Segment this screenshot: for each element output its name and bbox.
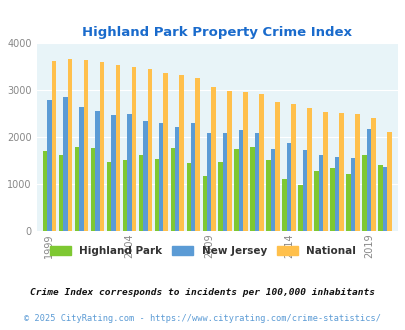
Legend: Highland Park, New Jersey, National: Highland Park, New Jersey, National	[45, 242, 360, 260]
Bar	[99, 62, 104, 231]
Bar	[234, 149, 239, 231]
Bar	[163, 73, 168, 231]
Bar	[243, 92, 247, 231]
Bar	[79, 107, 83, 231]
Text: Crime Index corresponds to incidents per 100,000 inhabitants: Crime Index corresponds to incidents per…	[30, 287, 375, 297]
Bar	[47, 100, 51, 231]
Bar	[154, 159, 159, 231]
Text: © 2025 CityRating.com - https://www.cityrating.com/crime-statistics/: © 2025 CityRating.com - https://www.city…	[24, 314, 381, 323]
Bar	[51, 61, 56, 231]
Bar	[259, 94, 263, 231]
Bar	[307, 108, 311, 231]
Bar	[270, 149, 275, 231]
Bar	[362, 155, 366, 231]
Bar	[127, 115, 131, 231]
Bar	[190, 123, 195, 231]
Bar	[106, 162, 111, 231]
Bar	[143, 121, 147, 231]
Bar	[250, 147, 254, 231]
Bar	[195, 78, 199, 231]
Bar	[386, 132, 391, 231]
Bar	[322, 113, 327, 231]
Bar	[291, 104, 295, 231]
Bar	[83, 60, 88, 231]
Bar	[207, 133, 211, 231]
Bar	[90, 148, 95, 231]
Bar	[75, 147, 79, 231]
Bar	[175, 127, 179, 231]
Bar	[43, 151, 47, 231]
Bar	[179, 75, 183, 231]
Bar	[371, 118, 375, 231]
Bar	[67, 59, 72, 231]
Bar	[302, 150, 307, 231]
Bar	[186, 163, 190, 231]
Bar	[227, 91, 231, 231]
Bar	[254, 133, 259, 231]
Bar	[318, 155, 322, 231]
Bar	[122, 160, 127, 231]
Bar	[147, 69, 151, 231]
Bar	[366, 129, 371, 231]
Bar	[58, 155, 63, 231]
Bar	[266, 160, 270, 231]
Bar	[377, 165, 382, 231]
Bar	[275, 102, 279, 231]
Bar	[339, 114, 343, 231]
Bar	[159, 123, 163, 231]
Bar	[111, 115, 115, 231]
Bar	[239, 130, 243, 231]
Bar	[330, 168, 334, 231]
Bar	[354, 115, 359, 231]
Bar	[222, 133, 227, 231]
Bar	[218, 162, 222, 231]
Title: Highland Park Property Crime Index: Highland Park Property Crime Index	[82, 26, 352, 39]
Bar	[298, 185, 302, 231]
Bar	[170, 148, 175, 231]
Bar	[63, 97, 67, 231]
Bar	[138, 155, 143, 231]
Bar	[211, 87, 215, 231]
Bar	[382, 167, 386, 231]
Bar	[202, 177, 207, 231]
Bar	[131, 67, 136, 231]
Bar	[286, 143, 291, 231]
Bar	[350, 158, 354, 231]
Bar	[115, 65, 120, 231]
Bar	[282, 179, 286, 231]
Bar	[313, 171, 318, 231]
Bar	[345, 174, 350, 231]
Bar	[334, 157, 339, 231]
Bar	[95, 111, 99, 231]
